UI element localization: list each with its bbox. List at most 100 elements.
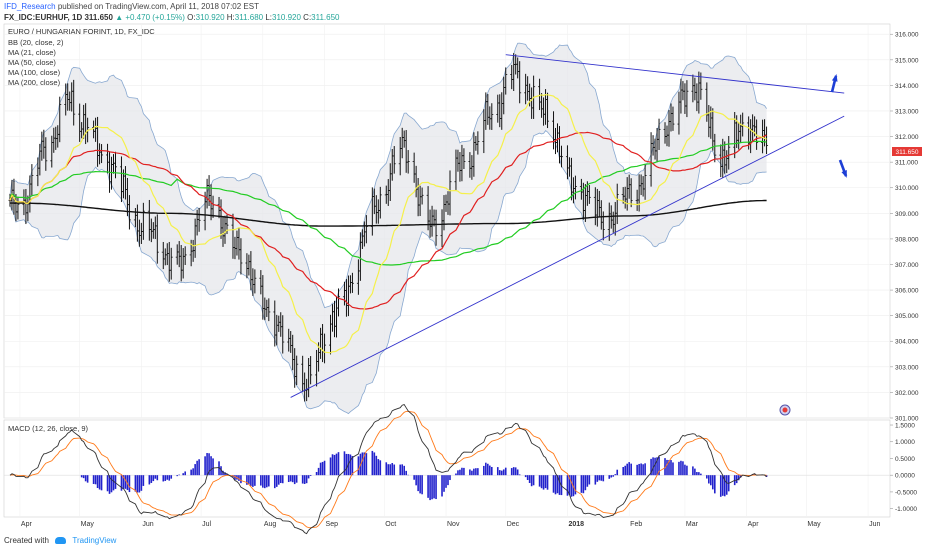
macd-hist-bar: [710, 475, 712, 486]
macd-hist-bar: [98, 475, 101, 490]
macd-hist-bar: [281, 475, 284, 484]
event-icon[interactable]: [779, 404, 791, 416]
macd-hist-bar: [84, 475, 87, 482]
publish-header: IFD_Research published on TradingView.co…: [4, 2, 259, 12]
y-tick-label: 312.000: [895, 134, 919, 141]
macd-hist-bar: [455, 473, 457, 476]
macd-hist-bar: [694, 468, 696, 476]
macd-hist-bar: [640, 463, 642, 476]
ma50-line: [9, 131, 767, 310]
macd-hist-bar: [630, 463, 632, 476]
macd-hist-bar: [86, 475, 89, 483]
price-badge-label: 311.650: [895, 149, 918, 156]
footer: Created with TradingView: [4, 535, 116, 547]
macd-hist-bar: [170, 475, 173, 479]
macd-hist-bar: [345, 453, 348, 476]
macd-hist-bar: [331, 454, 334, 476]
macd-hist-bar: [192, 468, 194, 476]
y-tick-label: 309.000: [895, 211, 919, 218]
macd-hist-bar: [433, 475, 435, 499]
high-value: 311.680: [234, 13, 264, 22]
legend: EURO / HUNGARIAN FORINT, 1D, FX_IDC BB (…: [8, 27, 155, 87]
macd-hist-bar: [246, 475, 248, 485]
macd-hist-bar: [445, 475, 447, 488]
macd-hist-bar: [419, 475, 421, 494]
macd-hist-bar: [391, 463, 394, 476]
macd-hist-bar: [626, 463, 628, 476]
macd-hist-bar: [190, 469, 192, 476]
macd-hist-bar: [413, 475, 415, 480]
macd-hist-bar: [373, 452, 376, 476]
macd-hist-bar: [266, 475, 268, 488]
macd-hist-bar: [600, 475, 603, 481]
macd-hist-bar: [293, 475, 296, 485]
price-badge-box: [892, 147, 922, 156]
macd-hist-bar: [473, 468, 475, 476]
macd-hist-bar: [485, 462, 487, 476]
macd-hist-bar: [112, 475, 115, 491]
macd-hist-bar: [642, 464, 644, 476]
macd-y-tick-label: 0.0000: [895, 473, 915, 480]
macd-hist-bar: [232, 475, 234, 478]
macd-hist-bar: [156, 475, 159, 481]
macd-hist-bar: [692, 466, 694, 476]
macd-hist-bar: [443, 475, 445, 492]
macd-hist-bar: [128, 475, 131, 493]
macd-hist-bar: [580, 475, 583, 493]
macd-hist-bar: [92, 475, 95, 484]
arrows[interactable]: [830, 74, 848, 178]
macd-hist-bar: [329, 457, 332, 476]
event-icon-dot: [782, 407, 788, 413]
x-tick-label: May: [81, 521, 95, 528]
tradingview-brand[interactable]: TradingView: [72, 536, 117, 545]
macd-hist-bar: [670, 460, 672, 476]
legend-item-ma21: MA (21, close): [8, 48, 56, 57]
macd-line: [9, 403, 767, 535]
macd-hist-bar: [638, 463, 640, 476]
legend-title: EURO / HUNGARIAN FORINT, 1D, FX_IDC: [8, 27, 155, 36]
y-tick-label: 306.000: [895, 288, 919, 295]
high-label: H:: [226, 13, 235, 22]
macd-hist-bar: [152, 475, 155, 482]
macd-hist-bar: [568, 475, 571, 495]
y-tick-label: 310.000: [895, 185, 919, 192]
symbol-name: FX_IDC:EURHUF, 1D: [4, 13, 83, 22]
macd-hist-bar: [252, 475, 254, 487]
macd-hist-bar: [644, 463, 646, 476]
macd-hist-bar: [542, 475, 545, 490]
macd-hist-bar: [546, 475, 549, 490]
macd-hist-bar: [307, 475, 310, 479]
macd-hist-bar: [220, 466, 222, 476]
macd-hist-bar: [224, 472, 226, 476]
macd-hist-bar: [765, 475, 768, 477]
macd-hist-bar: [124, 475, 127, 489]
macd-hist-bar: [540, 475, 543, 489]
macd-hist-bar: [498, 470, 501, 476]
macd-hist-bar: [162, 475, 165, 482]
publish-info: published on TradingView.com, April 11, …: [57, 2, 259, 11]
macd-hist-bar: [652, 457, 654, 476]
macd-hist-bar: [678, 461, 680, 476]
macd-hist-bar: [487, 463, 489, 476]
macd-hist-bar: [584, 475, 587, 491]
macd-hist-bar: [725, 475, 728, 495]
macd-hist-bar: [357, 456, 360, 476]
macd-hist-bar: [343, 451, 346, 476]
macd-hist-bar: [574, 475, 577, 495]
macd-hist-bar: [594, 475, 597, 485]
macd-hist-bar: [120, 475, 123, 491]
macd-hist-bar: [140, 475, 143, 491]
macd-hist-bar: [142, 475, 145, 486]
macd-hist-bar: [719, 475, 722, 497]
author-link[interactable]: IFD_Research: [4, 2, 56, 11]
trendlines[interactable]: [290, 54, 845, 398]
macd-hist-bar: [164, 475, 167, 481]
macd-hist-bar: [349, 454, 352, 476]
macd-hist-bar: [723, 475, 726, 497]
macd-hist-bar: [122, 475, 125, 489]
macd-hist-bar: [514, 467, 517, 476]
macd-hist-bar: [712, 475, 714, 490]
macd-hist-bar: [602, 475, 605, 482]
x-tick-label: Apr: [748, 521, 760, 528]
